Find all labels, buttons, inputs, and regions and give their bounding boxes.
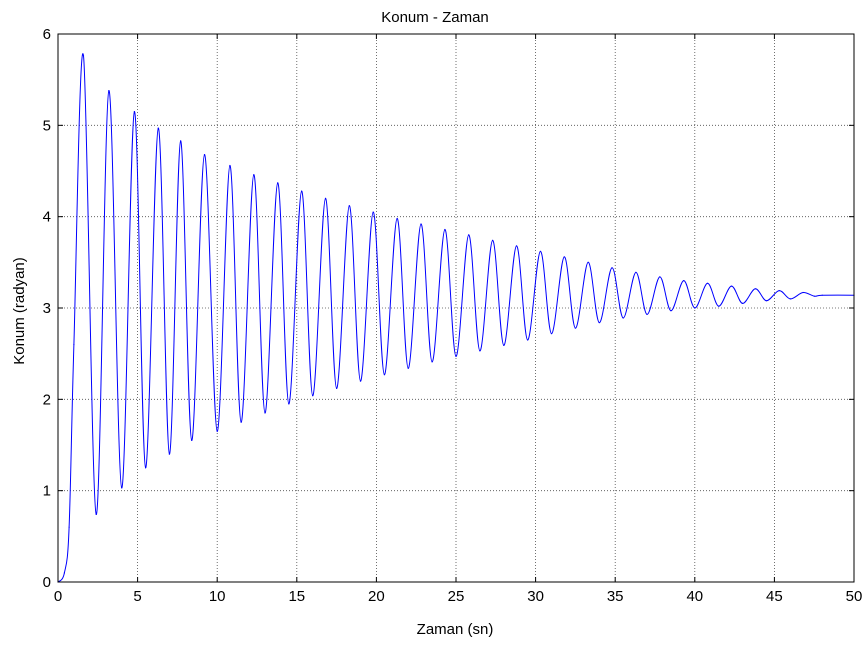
- data-point: [455, 355, 457, 357]
- data-point: [68, 526, 70, 528]
- data-point: [336, 387, 338, 389]
- data-point: [95, 513, 97, 516]
- data-point: [598, 322, 600, 324]
- data-point: [168, 453, 170, 455]
- data-point: [203, 154, 206, 156]
- data-point: [121, 487, 123, 489]
- data-point: [694, 307, 696, 309]
- data-point: [706, 282, 709, 284]
- x-tick-label: 40: [686, 588, 703, 605]
- data-point: [324, 197, 327, 199]
- data-point: [216, 430, 218, 432]
- x-tick-label: 15: [288, 588, 305, 605]
- data-point: [383, 374, 385, 376]
- data-point: [587, 261, 589, 263]
- data-point: [492, 239, 494, 241]
- y-tick-label: 1: [43, 483, 51, 500]
- data-point: [229, 164, 231, 167]
- data-point: [683, 280, 685, 282]
- y-axis-label: Konum (radyan): [11, 257, 28, 365]
- data-point: [63, 572, 65, 574]
- x-tick-label: 30: [527, 588, 544, 605]
- data-point: [288, 403, 290, 405]
- data-point: [670, 310, 672, 312]
- y-tick-label: 2: [43, 391, 51, 408]
- data-point: [253, 174, 255, 176]
- x-tick-label: 0: [54, 588, 62, 605]
- data-point: [396, 217, 398, 220]
- data-point: [527, 339, 529, 341]
- data-point: [550, 333, 553, 335]
- data-point: [515, 245, 518, 247]
- data-point: [622, 317, 624, 319]
- data-point: [821, 294, 823, 296]
- data-point: [145, 467, 147, 469]
- data-point: [444, 228, 446, 231]
- data-point: [133, 111, 135, 113]
- data-point: [479, 350, 481, 352]
- data-point: [765, 300, 768, 302]
- data-point: [742, 302, 744, 304]
- data-point: [312, 395, 314, 397]
- data-point: [277, 182, 279, 184]
- x-tick-label: 25: [448, 588, 465, 605]
- chart-title: Konum - Zaman: [381, 9, 489, 26]
- data-point: [372, 211, 374, 213]
- y-tick-label: 0: [43, 574, 51, 591]
- data-point: [563, 256, 565, 258]
- data-point: [802, 291, 804, 294]
- data-point: [574, 327, 577, 329]
- data-point: [730, 285, 733, 287]
- data-point: [789, 298, 791, 300]
- data-point: [157, 127, 159, 129]
- x-axis-label: Zaman (sn): [417, 621, 494, 638]
- data-point: [264, 412, 266, 414]
- data-point: [611, 267, 613, 269]
- grid-layer: [58, 34, 854, 582]
- y-tick-label: 4: [43, 209, 51, 226]
- data-point: [646, 313, 648, 315]
- data-point: [754, 288, 756, 290]
- data-point: [108, 90, 110, 92]
- data-point: [718, 305, 720, 307]
- x-tick-label: 50: [846, 588, 863, 605]
- data-point: [659, 276, 661, 278]
- data-point: [348, 205, 350, 207]
- data-point: [468, 234, 470, 236]
- data-point: [778, 290, 780, 292]
- data-point: [813, 295, 815, 297]
- y-tick-label: 5: [43, 117, 51, 134]
- x-tick-label: 35: [607, 588, 624, 605]
- data-point: [240, 421, 242, 423]
- data-point: [73, 343, 75, 346]
- data-point: [635, 271, 637, 273]
- data-point: [539, 250, 542, 252]
- data-point: [420, 223, 422, 225]
- data-point: [82, 55, 85, 57]
- data-point: [503, 344, 505, 346]
- y-tick-label: 6: [43, 26, 51, 43]
- data-point: [407, 367, 409, 369]
- x-tick-label: 5: [133, 588, 141, 605]
- data-point: [359, 380, 362, 382]
- data-point: [431, 361, 433, 363]
- data-point: [191, 439, 193, 441]
- x-tick-label: 20: [368, 588, 385, 605]
- x-tick-label: 10: [209, 588, 226, 605]
- y-tick-label: 3: [43, 300, 51, 317]
- data-point: [301, 190, 303, 192]
- data-point: [180, 140, 182, 142]
- x-tick-label: 45: [766, 588, 783, 605]
